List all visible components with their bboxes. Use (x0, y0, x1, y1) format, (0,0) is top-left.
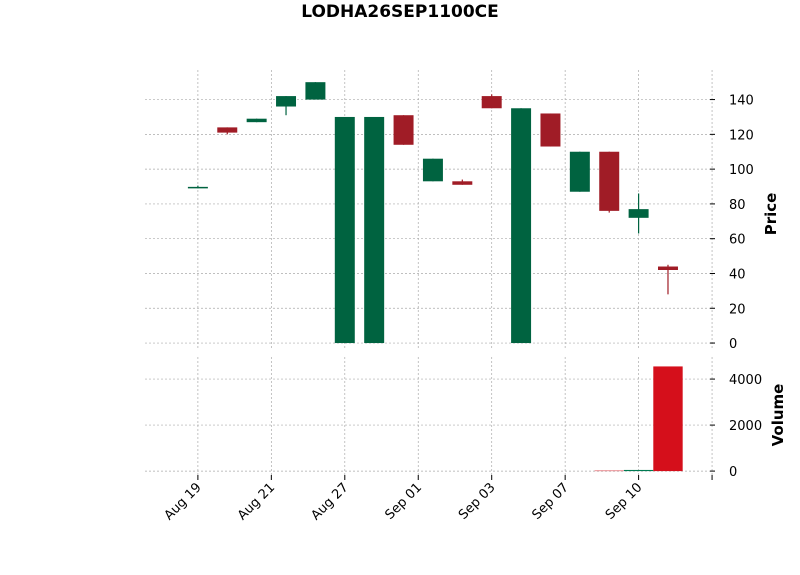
volume-axis-label: Volume (769, 384, 787, 447)
y-tick-label: 20 (729, 302, 746, 317)
y-tick-label: 140 (729, 94, 754, 109)
candle-body (393, 115, 414, 145)
x-tick-label: Aug 27 (308, 480, 351, 523)
x-tick-label: Sep 07 (529, 480, 572, 523)
candle-body (452, 181, 473, 185)
candle-body (569, 151, 590, 192)
volume-bar (653, 366, 683, 472)
candle-body (276, 96, 297, 107)
candle-body (540, 113, 561, 147)
candle-body (334, 116, 355, 344)
candle-body (481, 96, 502, 109)
y-tick-label: 100 (729, 163, 754, 178)
candle-body (511, 108, 532, 344)
x-tick-label: Aug 21 (235, 480, 278, 523)
volume-bar (623, 469, 654, 472)
x-tick-label: Sep 03 (456, 480, 499, 523)
candle-body (599, 151, 620, 211)
y-tick-label: 40 (729, 267, 746, 282)
y-axis-label: Price (762, 193, 780, 236)
x-tick-label: Sep 01 (383, 480, 426, 523)
volume-tick-label: 4000 (729, 373, 762, 388)
candle-body (422, 158, 443, 182)
candle-body (658, 266, 678, 270)
candle-body (628, 209, 649, 218)
candle-body (305, 82, 326, 100)
volume-tick-label: 2000 (729, 419, 762, 434)
candle-body (246, 118, 267, 123)
x-tick-label: Sep 10 (603, 480, 646, 523)
chart-title: LODHA26SEP1100CE (301, 2, 499, 22)
y-tick-label: 60 (729, 233, 746, 248)
y-tick-label: 120 (729, 128, 754, 143)
y-tick-label: 80 (729, 198, 746, 213)
volume-tick-label: 0 (729, 465, 737, 480)
candle-body (187, 186, 208, 189)
candle-body (217, 127, 238, 133)
candle-body (364, 116, 385, 344)
y-tick-label: 0 (729, 337, 737, 352)
x-tick-label: Aug 19 (162, 480, 205, 523)
